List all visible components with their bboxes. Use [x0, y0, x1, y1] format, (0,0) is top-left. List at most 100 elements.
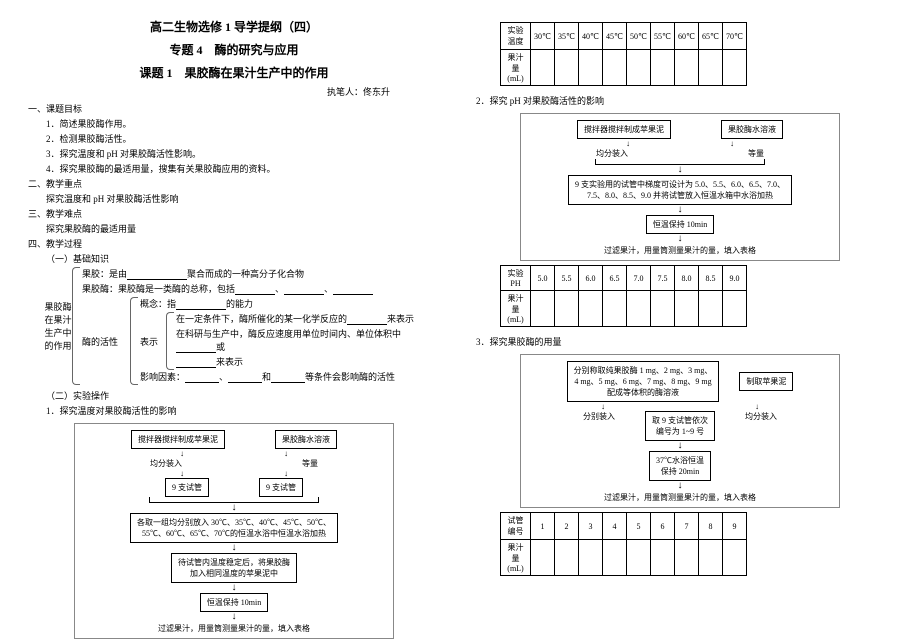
- goal-1: 1．简述果胶酶作用。: [46, 117, 440, 130]
- fc2-box-4: 恒温保持 10min: [646, 215, 714, 234]
- express-row-3: 来表示: [176, 355, 440, 368]
- table-cell: 60℃: [675, 23, 699, 50]
- table-cell: 35℃: [555, 23, 579, 50]
- table-cell: [603, 50, 627, 86]
- exp2-title: 2．探究 pH 对果胶酶活性的影响: [476, 94, 890, 107]
- table-cell: 5.5: [555, 266, 579, 291]
- goal-4: 4．探究果胶酶的最适用量，搜集有关果胶酶应用的资料。: [46, 162, 440, 175]
- heading-focus: 二、教学重点: [28, 177, 440, 190]
- left-column: 高二生物选修 1 导学提纲（四） 专题 4 酶的研究与应用 课题 1 果胶酶在果…: [0, 0, 460, 638]
- arrow-down-icon: ↓: [180, 469, 184, 478]
- table-cell: 70℃: [723, 23, 747, 50]
- fc2-box-3: 9 支实验用的试管中梯度可设计为 5.0、5.5、6.0、6.5、7.0、 7.…: [568, 175, 792, 205]
- focus: 探究温度和 pH 对果胶酶活性影响: [46, 192, 440, 205]
- table-amount: 试管 编号 1 2 3 4 5 6 7 8 9 果汁量 (mL): [500, 512, 747, 576]
- table-cell: 9: [723, 513, 747, 540]
- arrow-down-icon: ↓: [626, 139, 630, 148]
- fc3-box-3: 取 9 支试管依次 编号为 1~9 号: [645, 411, 715, 441]
- section-experiment: （二）实验操作: [46, 389, 440, 402]
- author: 执笔人：佟东升: [28, 85, 440, 98]
- fc3-box-1: 分别称取纯果胶酶 1 mg、2 mg、3 mg、 4 mg、5 mg、6 mg、…: [567, 361, 720, 402]
- express-row-1: 在一定条件下，酶所催化的某一化学反应的来表示: [176, 312, 440, 325]
- table-cell: [651, 50, 675, 86]
- brace-icon: [166, 312, 174, 370]
- table-head: 实验 PH: [501, 266, 531, 291]
- table-cell: 8: [699, 513, 723, 540]
- r3dc: 和: [262, 372, 271, 382]
- table-rowhead: 果汁量 (mL): [501, 540, 531, 576]
- blank: [228, 382, 262, 383]
- flowchart-3: 分别称取纯果胶酶 1 mg、2 mg、3 mg、 4 mg、5 mg、6 mg、…: [520, 354, 840, 508]
- blank: [284, 294, 324, 295]
- table-row: 果汁量 (mL): [501, 540, 747, 576]
- table-head: 试管 编号: [501, 513, 531, 540]
- goal-2: 2．检测果胶酶活性。: [46, 132, 440, 145]
- title-line-3: 课题 1 果胶酶在果汁生产中的作用: [28, 64, 440, 81]
- table-cell: [699, 540, 723, 576]
- table-head: 实验 温度: [501, 23, 531, 50]
- difficulty: 探究果胶酶的最适用量: [46, 222, 440, 235]
- table-cell: [675, 540, 699, 576]
- table-ph: 实验 PH 5.0 5.5 6.0 6.5 7.0 7.5 8.0 8.5 9.…: [500, 265, 747, 327]
- blank: [333, 294, 373, 295]
- fc3-caption: 过滤果汁，用量筒测量果汁的量，填入表格: [525, 492, 835, 503]
- fc3-box-2: 制取苹果泥: [739, 372, 793, 391]
- r3ba: 在一定条件下，酶所催化的某一化学反应的: [176, 314, 347, 324]
- table-cell: [627, 50, 651, 86]
- blank: [176, 367, 216, 368]
- table-row: 果汁量 (mL): [501, 50, 747, 86]
- table-cell: [699, 50, 723, 86]
- fc1-caption: 过滤果汁，用量筒测量果汁的量，填入表格: [79, 623, 389, 634]
- r3cb: 或: [216, 342, 225, 352]
- brace-icon: [72, 267, 80, 385]
- table-cell: 6: [651, 513, 675, 540]
- arrow-down-icon: ↓: [284, 449, 288, 458]
- table-cell: 45℃: [603, 23, 627, 50]
- table-cell: [675, 50, 699, 86]
- r3dd: 等条件会影响酶的活性: [305, 372, 395, 382]
- activity-brace: 酶的活性 概念：指的能力 表示 在一定条件下，酶所催化的某一化学反应的来表示: [82, 297, 440, 385]
- right-column: 实验 温度 30℃ 35℃ 40℃ 45℃ 50℃ 55℃ 60℃ 65℃ 70…: [460, 0, 920, 638]
- brace-main-label: 果胶酶 在果汁 生产中 的作用: [44, 267, 72, 385]
- arrow-down-icon: ↓: [79, 584, 389, 592]
- activity-label: 酶的活性: [82, 297, 130, 385]
- table-cell: 55℃: [651, 23, 675, 50]
- exp1-title: 1．探究温度对果胶酶活性的影响: [46, 404, 440, 417]
- exp3-title: 3．探究果胶酶的用量: [476, 335, 890, 348]
- table-cell: [723, 291, 747, 327]
- r1a: 果胶：是由: [82, 269, 127, 279]
- brace-content: 果胶：是由聚合而成的一种高分子化合物 果胶酶：果胶酶是一类酶的总称，包括、、 酶…: [82, 267, 440, 385]
- table-cell: [723, 50, 747, 86]
- factors-row: 影响因素：、和等条件会影响酶的活性: [140, 370, 440, 383]
- table-row: 试管 编号 1 2 3 4 5 6 7 8 9: [501, 513, 747, 540]
- arrow-down-icon: ↓: [730, 139, 734, 148]
- table-cell: 3: [579, 513, 603, 540]
- fc1-label-2: 等量: [302, 458, 318, 469]
- table-rowhead: 果汁量 (mL): [501, 50, 531, 86]
- r2c: 、: [324, 284, 333, 294]
- table-cell: 6.5: [603, 266, 627, 291]
- table-cell: [531, 50, 555, 86]
- fc1-box-4: 9 支试管: [259, 478, 303, 497]
- blank: [271, 382, 305, 383]
- title-line-1: 高二生物选修 1 导学提纲（四）: [28, 18, 440, 35]
- table-cell: [555, 540, 579, 576]
- table-cell: 5: [627, 513, 651, 540]
- arrow-down-icon: ↓: [525, 166, 835, 174]
- table-cell: [723, 540, 747, 576]
- arrow-down-icon: ↓: [525, 235, 835, 243]
- table-cell: 4: [603, 513, 627, 540]
- fc1-box-6: 待试管内温度稳定后，将果胶酶 加入相同温度的苹果泥中: [171, 553, 297, 583]
- title-block: 高二生物选修 1 导学提纲（四） 专题 4 酶的研究与应用 课题 1 果胶酶在果…: [28, 18, 440, 81]
- activity-content: 概念：指的能力 表示 在一定条件下，酶所催化的某一化学反应的来表示 在科研与生产…: [140, 297, 440, 385]
- table-cell: [627, 291, 651, 327]
- table-cell: 5.0: [531, 266, 555, 291]
- arrow-down-icon: ↓: [525, 482, 835, 490]
- table-cell: [579, 291, 603, 327]
- r3da: 影响因素：: [140, 372, 185, 382]
- fc2-box-1: 搅拌器搅拌制成苹果泥: [577, 120, 671, 139]
- r3ab: 的能力: [226, 299, 253, 309]
- table-cell: [531, 291, 555, 327]
- express-brace: 表示 在一定条件下，酶所催化的某一化学反应的来表示 在科研与生产中，酶反应速度用…: [140, 312, 440, 370]
- goal-3: 3．探究温度和 pH 对果胶酶活性影响。: [46, 147, 440, 160]
